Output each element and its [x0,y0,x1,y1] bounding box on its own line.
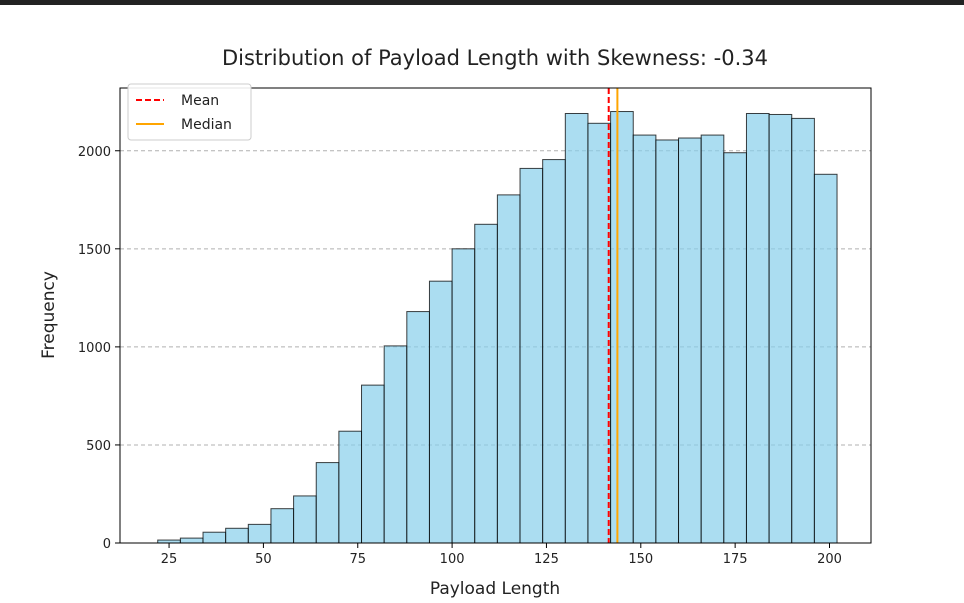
x-tick-label: 125 [534,552,559,567]
histogram-bar [496,194,521,544]
y-tick-label: 1000 [78,341,111,356]
x-tick-label: 200 [817,552,842,567]
window-top-bar [0,0,964,5]
x-axis-label: Payload Length [430,579,560,599]
histogram-bar [247,523,272,544]
legend-mean-label: Mean [181,93,219,109]
histogram-bar [678,137,702,544]
histogram-bar [791,117,815,544]
histogram-bar [293,495,317,544]
histogram-bar [406,311,430,544]
histogram-bar [451,248,476,544]
histogram-bar [383,345,408,544]
chart-title: Distribution of Payload Length with Skew… [222,46,768,70]
histogram-bar [542,159,566,544]
histogram-bar [428,280,453,544]
y-axis-label: Frequency [39,271,59,359]
histogram-bar [745,112,770,544]
y-axis-ticks: 0 500 1000 1500 2000 [78,145,120,552]
histogram-bar [225,527,249,544]
histogram-bar [632,134,657,544]
y-tick-label: 1500 [78,243,111,258]
histogram-bar [519,167,544,544]
legend-box [127,83,252,141]
y-tick-label: 500 [86,439,111,454]
histogram-bar [179,537,204,544]
histogram-bar [202,531,227,544]
x-tick-label: 75 [349,552,366,567]
x-tick-label: 25 [161,552,178,567]
x-axis-ticks: 25 50 75 100 125 150 175 200 [161,543,842,567]
x-tick-label: 175 [723,552,748,567]
y-tick-label: 2000 [78,145,111,160]
x-tick-label: 100 [440,552,465,567]
histogram-bar [768,113,793,544]
x-tick-label: 50 [255,552,272,567]
histogram-bar [610,111,634,544]
histogram-bar [564,112,589,544]
histogram-bar [315,462,340,544]
histogram-bar [587,122,612,544]
histogram-bar [655,139,680,544]
plot-frame [119,87,872,544]
histogram-bar [474,223,498,544]
histogram-bar [361,384,385,544]
histogram-bar [700,134,725,544]
histogram-bar [813,173,838,544]
histogram-bar [723,152,747,544]
legend-median-label: Median [181,117,232,133]
y-tick-label: 0 [103,537,111,552]
histogram-bar [338,430,363,544]
histogram-bars [157,111,838,544]
histogram-bar [270,508,295,544]
legend: Mean Median [127,83,252,141]
stat-lines [607,88,619,543]
x-tick-label: 150 [628,552,653,567]
